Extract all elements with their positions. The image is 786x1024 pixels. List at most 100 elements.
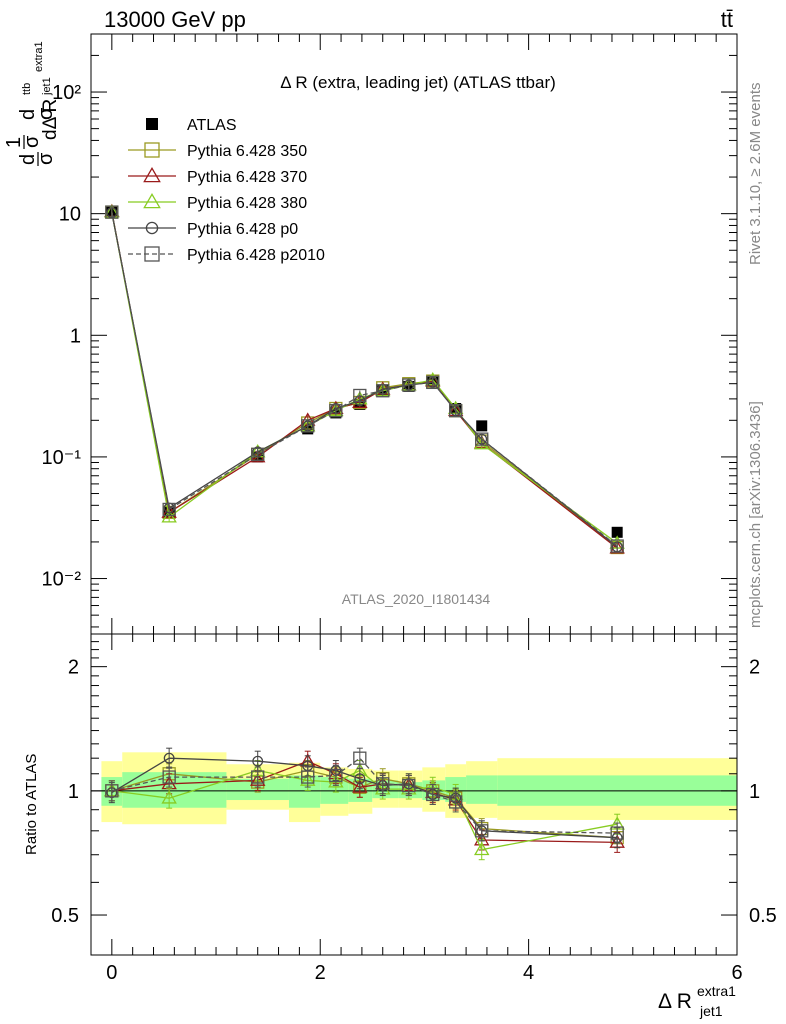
ylabel-d1: d <box>17 154 39 165</box>
legend-item: Pythia 6.428 p0 <box>128 221 298 238</box>
ratio-point <box>473 841 490 856</box>
ratio-ytick-label-right: 2 <box>749 657 760 679</box>
ratio-series-line <box>111 757 618 839</box>
ratio-point <box>352 779 368 793</box>
main-series-2 <box>104 203 625 554</box>
ratio-point <box>354 773 366 785</box>
xlabel: Δ R jet1 extra1 <box>658 983 736 1019</box>
ratio-xtick-label: 6 <box>731 962 742 984</box>
main-series-1 <box>105 205 624 555</box>
main-point <box>301 419 315 433</box>
ylabel-sigma3: σ <box>35 107 57 120</box>
ratio-xtick-label: 4 <box>523 962 534 984</box>
ratio-point <box>449 795 463 809</box>
ylabel-sigma1: σ <box>35 152 57 165</box>
ratio-point <box>353 751 367 765</box>
legend-marker <box>144 142 160 158</box>
legend-marker <box>146 118 158 130</box>
legend-marker <box>145 221 159 235</box>
ratio-point <box>376 777 390 791</box>
watermark: ATLAS_2020_I1801434 <box>342 591 491 607</box>
legend-item: ATLAS <box>146 117 237 134</box>
ratio-band-green <box>466 775 498 804</box>
ratio-point <box>329 768 343 783</box>
legend-item: Pythia 6.428 350 <box>128 142 307 160</box>
main-ytick-label: 10⁻² <box>42 569 82 591</box>
xlabel-sub: jet1 <box>699 1003 723 1019</box>
main-point <box>426 375 440 390</box>
ratio-ytick-label: 1 <box>68 781 79 803</box>
rivet-label: Rivet 3.1.10, ≥ 2.6M events <box>747 83 764 266</box>
legend-label: Pythia 6.428 370 <box>187 169 307 186</box>
process-label: tt̄ <box>721 7 733 32</box>
ratio-series-line <box>111 757 618 834</box>
ylabel-1: 1 <box>3 137 25 148</box>
main-ytick-label: 10⁻¹ <box>42 447 82 469</box>
ratio-point <box>426 787 440 802</box>
ratio-ytick-label: 2 <box>68 657 79 679</box>
ratio-point <box>162 770 176 784</box>
main-point <box>475 432 489 446</box>
legend-label: Pythia 6.428 p2010 <box>187 247 325 264</box>
ratio-point <box>610 826 624 840</box>
main-ylabel: d σ 1 σ d σ ttb dΔ R jet1 extra1 <box>3 41 61 166</box>
ratio-point <box>105 784 119 798</box>
ratio-point <box>251 770 265 784</box>
legend-item: Pythia 6.428 p2010 <box>128 246 325 264</box>
ylabel-d2: d <box>17 109 39 120</box>
legend-marker <box>143 167 161 183</box>
ratio-point <box>402 778 416 793</box>
main-point <box>449 404 463 418</box>
ratio-xtick-label: 0 <box>106 962 117 984</box>
ratio-point <box>252 755 264 767</box>
ylabel-dr: dΔ R <box>40 99 61 140</box>
mcplots-label: mcplots.cern.ch [arXiv:1306.3436] <box>747 401 764 628</box>
main-point <box>402 378 416 392</box>
ylabel-jet1: jet1 <box>41 77 53 96</box>
plot-title: Δ R (extra, leading jet) (ATLAS ttbar) <box>280 73 556 92</box>
main-point <box>161 509 177 523</box>
ratio-panel: 0.5 0.5 1 1 2 2 0 2 4 6 <box>51 633 777 984</box>
legend-label: Pythia 6.428 380 <box>187 195 307 212</box>
ratio-series-4 <box>105 747 624 844</box>
ratio-ytick-label-right: 1 <box>749 781 760 803</box>
main-ytick-label: 10 <box>59 204 81 226</box>
legend-item: Pythia 6.428 380 <box>128 193 307 212</box>
main-point <box>329 404 343 418</box>
main-series-3 <box>104 204 625 549</box>
legend-label: ATLAS <box>187 117 237 134</box>
main-series-5 <box>105 205 624 553</box>
ratio-ytick-label-right: 0.5 <box>749 905 777 927</box>
ratio-point <box>161 790 177 804</box>
main-point <box>376 384 390 398</box>
main-point <box>611 526 623 538</box>
main-point <box>610 539 624 553</box>
ratio-point <box>301 770 315 784</box>
ratio-point <box>475 824 489 838</box>
ylabel-extra1: extra1 <box>33 41 45 72</box>
legend-label: Pythia 6.428 p0 <box>187 221 298 238</box>
ratio-xtick-label: 2 <box>315 962 326 984</box>
xlabel-sup: extra1 <box>697 983 736 999</box>
main-point <box>353 388 367 403</box>
ratio-ylabel: Ratio to ATLAS <box>23 754 40 855</box>
ylabel-superscript: ttb <box>21 83 33 95</box>
main-ytick-label: 1 <box>70 325 81 347</box>
main-series-0 <box>106 206 623 538</box>
ratio-ytick-label: 0.5 <box>51 905 79 927</box>
main-panel: 10⁻² 10⁻¹ 1 10 10² <box>42 33 738 635</box>
legend-item: Pythia 6.428 370 <box>128 167 307 186</box>
main-point <box>251 447 265 461</box>
ratio-frame <box>90 633 738 956</box>
main-point <box>476 420 488 432</box>
legend: ATLAS Pythia 6.428 350 Pythia 6.428 370 Pyt… <box>128 117 325 264</box>
main-point <box>105 205 119 219</box>
ylabel-sigma2: σ <box>21 135 43 148</box>
energy-label: 13000 GeV pp <box>104 7 246 32</box>
legend-label: Pythia 6.428 350 <box>187 143 307 160</box>
main-ytick-label: 10² <box>52 82 81 104</box>
main-point <box>609 540 625 554</box>
main-point <box>162 502 176 517</box>
xlabel-dr: Δ R <box>658 990 692 1013</box>
